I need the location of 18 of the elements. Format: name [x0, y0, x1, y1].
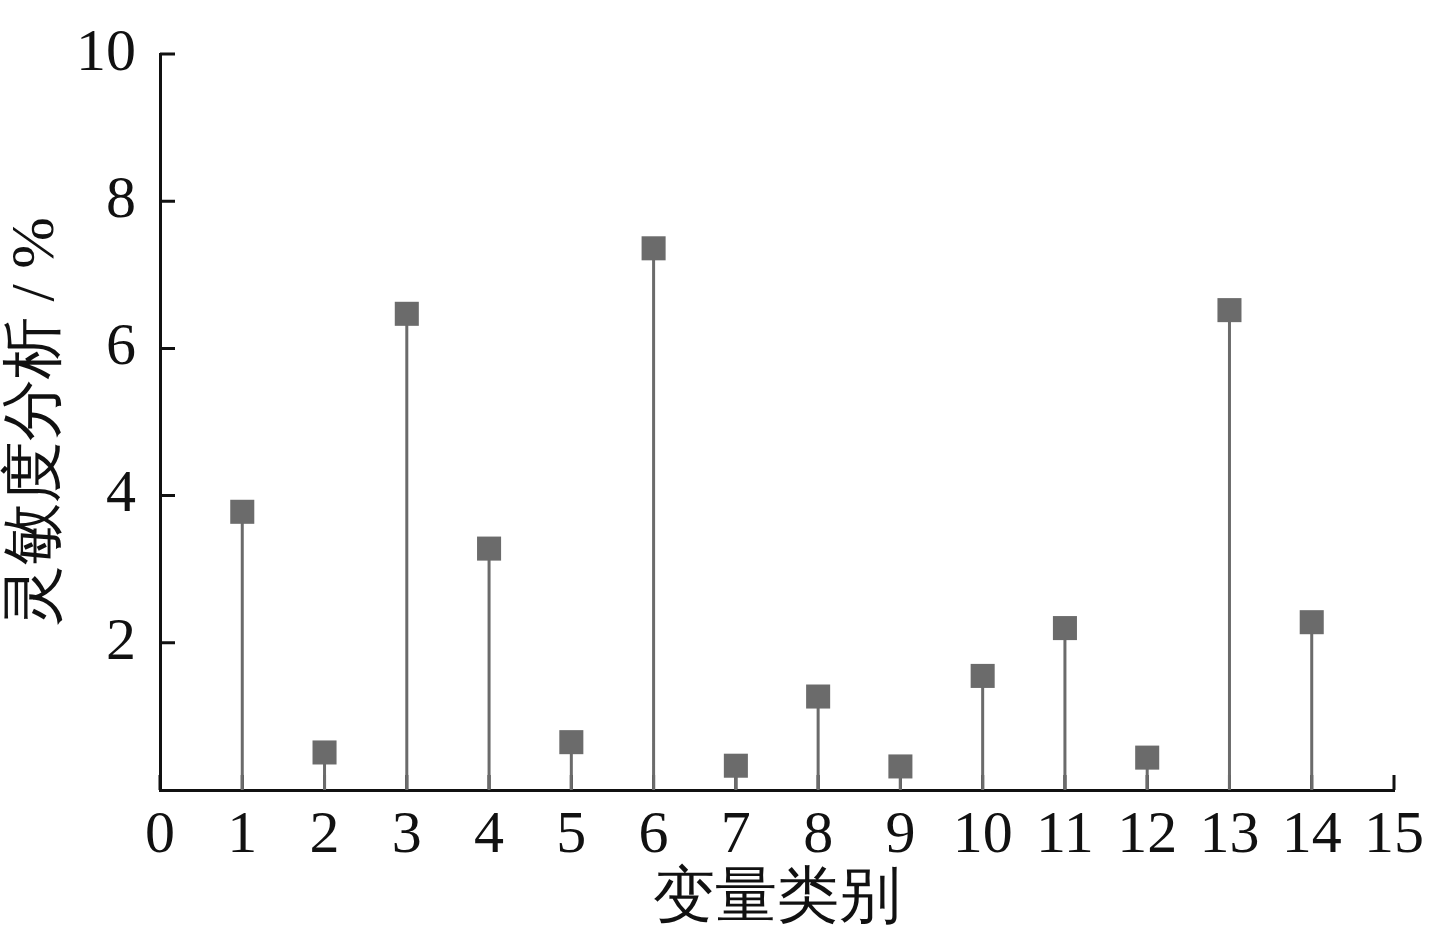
- y-axis-title: 灵敏度分析 / %: [0, 217, 67, 627]
- x-tick-label: 15: [1364, 798, 1424, 865]
- x-tick-label: 4: [474, 798, 505, 865]
- x-tick-label: 3: [391, 798, 422, 865]
- x-tick-label: 10: [952, 798, 1013, 865]
- x-tick-label: 14: [1281, 798, 1342, 865]
- x-tick-label: 12: [1117, 798, 1178, 865]
- x-tick-label: 5: [556, 798, 587, 865]
- y-tick-label: 10: [76, 16, 136, 83]
- x-tick-label: 13: [1199, 798, 1260, 865]
- x-tick-label: 0: [145, 798, 175, 865]
- y-tick-label: 2: [106, 605, 136, 672]
- x-tick-label: 2: [309, 798, 340, 865]
- y-tick-label: 8: [106, 163, 136, 230]
- y-tick-label: 4: [106, 458, 136, 525]
- x-tick-label: 11: [1036, 798, 1094, 865]
- y-tick-label: 6: [106, 311, 136, 378]
- x-tick-label: 1: [227, 798, 258, 865]
